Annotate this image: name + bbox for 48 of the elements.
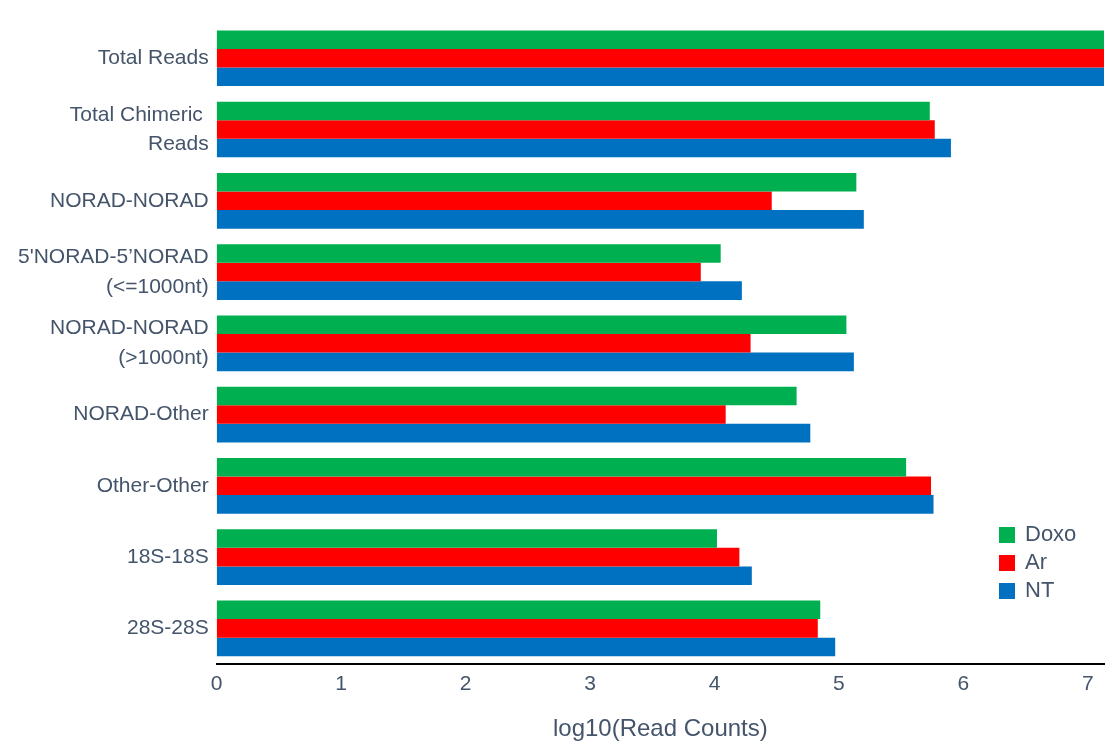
y-tick-label: 18S-18S (126, 543, 209, 567)
bar (216, 423, 811, 443)
x-tick-label: 6 (957, 671, 970, 695)
bar (216, 101, 930, 121)
y-tick-label: NORAD-NORAD (>1000nt) (50, 315, 209, 368)
x-tick-label: 5 (833, 671, 845, 695)
legend-label: Doxo (1025, 521, 1077, 547)
bar (216, 600, 821, 620)
y-tick-label: NORAD-NORAD (50, 187, 209, 211)
bar (216, 637, 836, 657)
legend-label: NT (1025, 577, 1055, 603)
bar (216, 120, 935, 139)
x-tick-label: 1 (335, 671, 347, 695)
bar (216, 244, 721, 263)
x-tick-label: 0 (210, 671, 223, 695)
bar (216, 334, 751, 353)
bar (216, 262, 701, 282)
x-tick-label: 3 (584, 671, 596, 695)
bar (216, 138, 951, 158)
bar (216, 191, 772, 211)
bar (216, 173, 857, 192)
y-tick-label: 28S-28S (126, 615, 209, 639)
bar (216, 30, 1104, 50)
x-axis-title: log10(Read Counts) (552, 714, 768, 742)
bar (216, 67, 1104, 87)
y-tick-label: 5'NORAD-5’NORAD (<=1000nt) (18, 244, 209, 297)
bar (216, 566, 752, 585)
x-tick-label: 7 (1081, 671, 1094, 695)
legend-label: Ar (1025, 549, 1047, 575)
bar (216, 49, 1104, 68)
bar (216, 619, 818, 638)
bar (216, 529, 717, 548)
y-tick-label: NORAD-Other (73, 401, 209, 425)
bar (216, 210, 864, 229)
bar (216, 458, 907, 477)
y-tick-label: Total Chimeric Reads (69, 101, 209, 155)
bar (216, 315, 847, 335)
y-tick-label: Total Reads (97, 45, 209, 69)
bar (216, 476, 932, 496)
bar (216, 495, 934, 514)
x-tick-label: 2 (459, 671, 472, 695)
y-tick-label: Other-Other (96, 472, 209, 496)
bar (216, 386, 797, 406)
bar (216, 547, 740, 567)
bar (216, 281, 742, 300)
bar (216, 405, 726, 424)
x-tick-label: 4 (708, 671, 721, 695)
bar (216, 352, 854, 372)
